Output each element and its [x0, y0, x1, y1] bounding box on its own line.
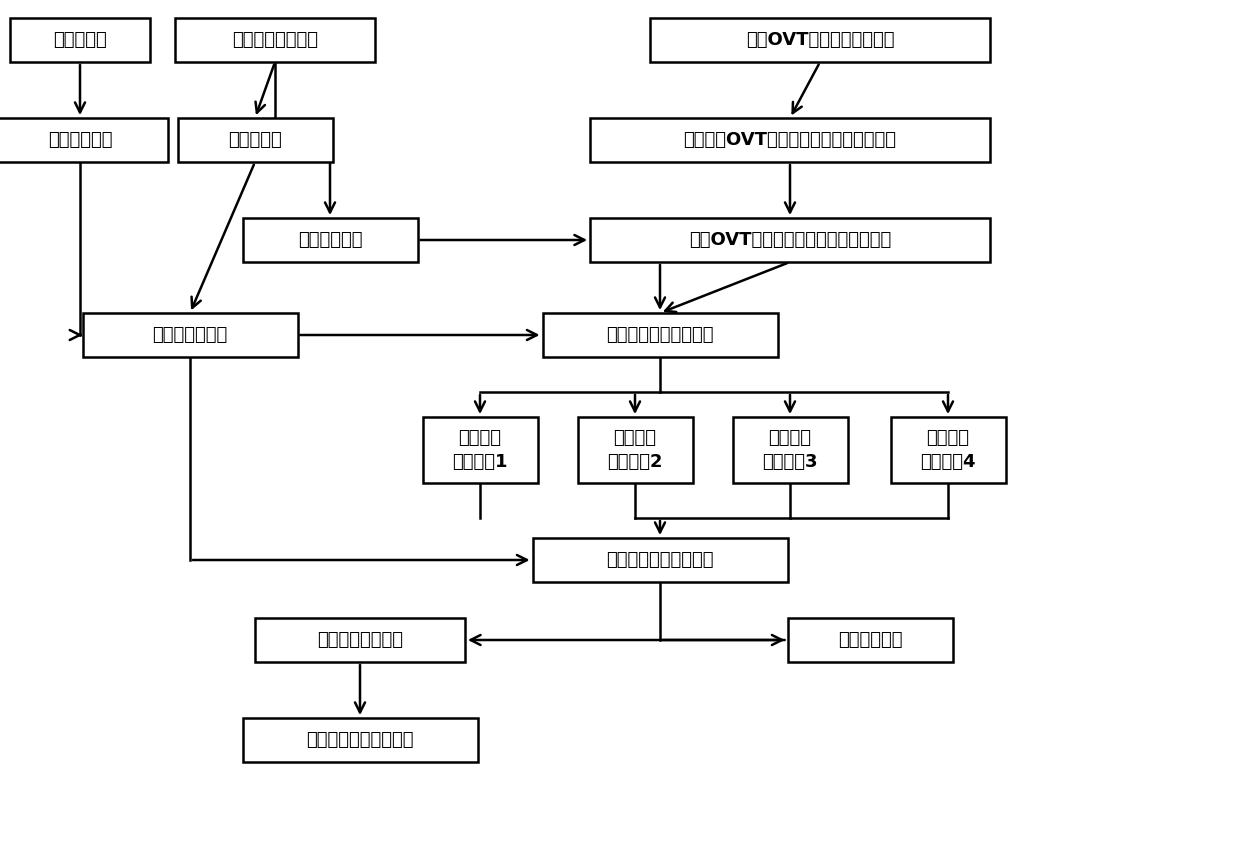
Text: 断裂体系特征: 断裂体系特征	[298, 231, 362, 249]
Text: 分方位角
叠加数据1: 分方位角 叠加数据1	[453, 429, 507, 471]
Text: 稀疏脉冲反演: 稀疏脉冲反演	[838, 631, 903, 649]
Text: 钻测井资料: 钻测井资料	[53, 31, 107, 49]
Text: 基于OVT域的偏移道集的规则化及显示: 基于OVT域的偏移道集的规则化及显示	[689, 231, 892, 249]
Bar	[423, 417, 537, 483]
Bar	[590, 118, 990, 162]
Bar	[83, 313, 298, 357]
Bar	[10, 18, 150, 62]
Bar	[532, 538, 787, 582]
Text: 沉积环境研究: 沉积环境研究	[48, 131, 113, 149]
Bar	[890, 417, 1006, 483]
Bar	[243, 218, 418, 262]
Bar	[0, 118, 167, 162]
Text: 确定分方位角叠加方案: 确定分方位角叠加方案	[606, 326, 714, 344]
Text: 优选分方位角叠加数据: 优选分方位角叠加数据	[606, 551, 714, 569]
Text: 分方位角
叠加数据4: 分方位角 叠加数据4	[920, 429, 976, 471]
Text: 抽取基于OVT域的偏移道集并分析偏移距: 抽取基于OVT域的偏移道集并分析偏移距	[683, 131, 897, 149]
Bar	[243, 718, 477, 762]
Text: 主物源方向分析: 主物源方向分析	[153, 326, 228, 344]
Text: 基于OVT域的偏移道集数据: 基于OVT域的偏移道集数据	[745, 31, 894, 49]
Bar	[543, 313, 777, 357]
Bar	[733, 417, 847, 483]
Bar	[255, 618, 465, 662]
Bar	[175, 18, 374, 62]
Bar	[578, 417, 692, 483]
Text: 分方位角
叠加数据2: 分方位角 叠加数据2	[608, 429, 662, 471]
Text: 综合评价提出有利目标: 综合评价提出有利目标	[306, 731, 414, 749]
Bar	[650, 18, 990, 62]
Text: 地震资料精细解释: 地震资料精细解释	[232, 31, 317, 49]
Text: 分方位角
叠加数据3: 分方位角 叠加数据3	[763, 429, 817, 471]
Text: 地震相研究: 地震相研究	[228, 131, 281, 149]
Bar	[177, 118, 332, 162]
Bar	[787, 618, 952, 662]
Bar	[590, 218, 990, 262]
Text: 精细刻画河道砂体: 精细刻画河道砂体	[317, 631, 403, 649]
